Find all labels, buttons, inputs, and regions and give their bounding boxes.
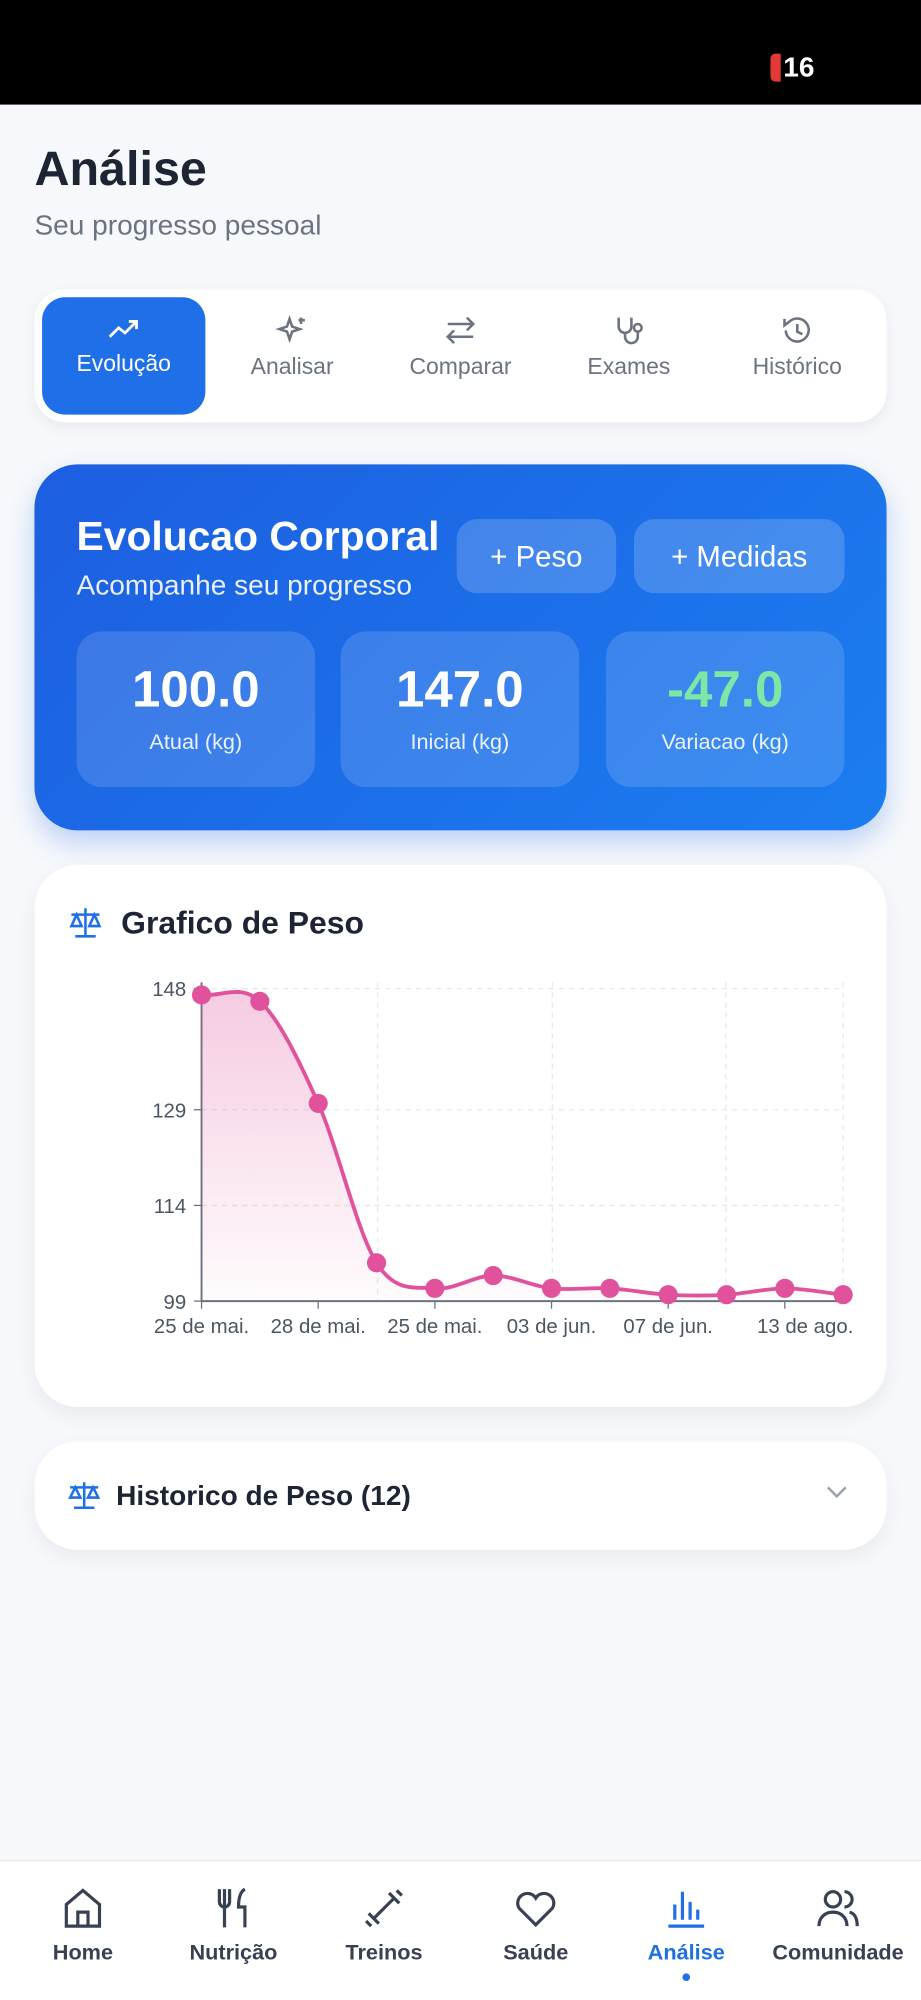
tab-label: Exames — [587, 353, 671, 379]
card-title: Evolucao Corporal — [76, 512, 440, 559]
point — [483, 1266, 503, 1286]
point — [716, 1285, 737, 1305]
tab[interactable]: Evolução — [42, 297, 206, 415]
active-dot — [682, 1973, 691, 1982]
point — [600, 1278, 620, 1298]
nav-label: Nutrição — [189, 1940, 278, 1965]
tab-label: Histórico — [752, 353, 842, 379]
point — [775, 1278, 795, 1298]
point — [658, 1285, 678, 1305]
x-tick-label: 03 de jun. — [507, 1316, 597, 1338]
point — [366, 1253, 387, 1273]
nav-label: Comunidade — [772, 1940, 904, 1965]
x-tick-label: 07 de jun. — [623, 1316, 713, 1338]
x-tick-label: 25 de mai. — [154, 1316, 249, 1338]
point — [250, 991, 270, 1011]
chart-title: Grafico de Peso — [121, 905, 365, 942]
stat-value: -47.0 — [667, 662, 784, 719]
battery — [770, 53, 781, 82]
nav-item[interactable]: Treinos — [307, 1887, 460, 1966]
nav-label: Home — [52, 1940, 114, 1965]
stat: 147.0 Inicial (kg) — [340, 631, 580, 788]
chart: 99 114 129 148 25 de mai. 28 de mai. 25 de mai… — [152, 979, 853, 1338]
area — [201, 991, 844, 1302]
nav-label: Treinos — [345, 1940, 423, 1965]
y-tick-label: 148 — [152, 979, 186, 1001]
point — [541, 1278, 562, 1298]
point — [833, 1285, 853, 1305]
add-weight-button[interactable]: + Peso — [456, 519, 617, 594]
stat-label: Inicial (kg) — [410, 729, 510, 754]
scale-icon — [68, 1482, 101, 1510]
page-title: Análise — [34, 142, 207, 197]
stat-label: Atual (kg) — [149, 729, 243, 754]
y-tick-label: 99 — [164, 1292, 187, 1314]
nav-label: Análise — [647, 1940, 725, 1965]
tab-label: Comparar — [409, 353, 512, 379]
scale-icon — [69, 908, 102, 938]
tab[interactable]: Comparar — [379, 297, 542, 414]
card-subtitle: Acompanhe seu progresso — [76, 568, 412, 601]
nav-item[interactable]: Saúde — [459, 1887, 612, 1966]
nav-item[interactable]: Nutrição — [157, 1887, 310, 1966]
point — [191, 985, 212, 1005]
page-subtitle: Seu progresso pessoal — [34, 209, 322, 242]
stat-value: 100.0 — [131, 662, 260, 719]
y-tick-label: 129 — [152, 1100, 186, 1122]
add-measures-button[interactable]: + Medidas — [633, 519, 845, 594]
point — [425, 1278, 445, 1298]
stat: -47.0 Variacao (kg) — [605, 631, 845, 788]
stat: 100.0 Atual (kg) — [76, 631, 316, 788]
tab-label: Evolução — [76, 350, 171, 377]
history-card[interactable]: Historico de Peso (12) — [34, 1441, 887, 1550]
tab-label: Analisar — [250, 353, 334, 379]
history-title: Historico de Peso (12) — [116, 1479, 411, 1512]
chevron — [826, 1486, 847, 1499]
nav-item[interactable]: Comunidade — [762, 1887, 915, 1966]
bottom-nav: Home Nutrição Treinos Saúde Análise Comu… — [0, 1859, 921, 2000]
x-tick-label: 13 de ago. — [757, 1316, 853, 1338]
y-tick-label: 114 — [154, 1196, 187, 1218]
tab-bar: Evolução Analisar Comparar Exames Histór… — [34, 289, 887, 423]
tab[interactable]: Histórico — [716, 297, 879, 414]
tab[interactable]: Exames — [547, 297, 710, 414]
x-tick-label: 25 de mai. — [387, 1316, 482, 1338]
nav-item[interactable]: Análise — [610, 1887, 763, 1982]
nav-item[interactable]: Home — [6, 1887, 159, 1966]
x-tick-label: 28 de mai. — [271, 1316, 366, 1338]
chart-card: Grafico de Peso — [34, 864, 887, 1407]
stat-label: Variacao (kg) — [661, 729, 789, 754]
tab[interactable]: Analisar — [210, 297, 373, 414]
stat-value: 147.0 — [395, 662, 524, 719]
nav-label: Saúde — [503, 1940, 569, 1965]
point — [308, 1093, 328, 1113]
summary-card: Evolucao Corporal Acompanhe seu progress… — [34, 464, 887, 831]
status-bar: 16 — [0, 0, 921, 105]
time: 16 — [783, 51, 815, 83]
